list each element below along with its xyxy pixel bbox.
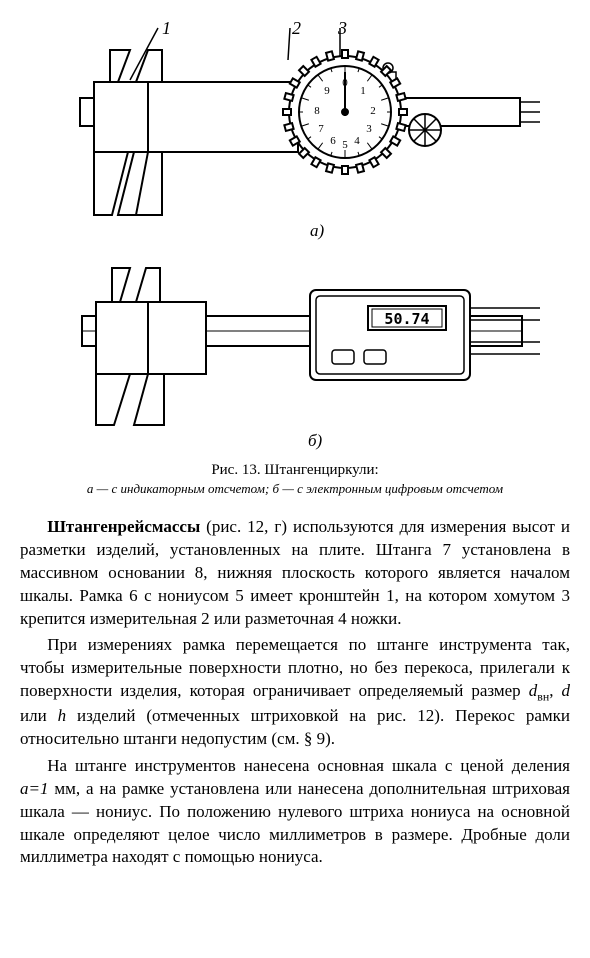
p2-dvn: d <box>529 681 538 700</box>
dial-num-8: 8 <box>314 105 320 117</box>
p2-a: При измерениях рамка перемещается по шта… <box>20 635 570 700</box>
dial-num-2: 2 <box>370 105 376 117</box>
figure-b-digital-caliper: 50.74 б) <box>40 250 550 450</box>
caption-sub-a: а — с индикаторным отсчетом; <box>87 481 269 496</box>
dial-num-5: 5 <box>342 139 348 151</box>
dial-num-9: 9 <box>324 85 330 97</box>
p1-lead: Штангенрейсмассы <box>47 517 200 536</box>
callout-3: 3 <box>337 20 347 38</box>
dial-num-6: 6 <box>330 135 336 147</box>
paragraph-2: При измерениях рамка перемещается по шта… <box>20 634 570 750</box>
paragraph-3: На штанге инструментов нанесена основная… <box>20 755 570 870</box>
p2-b: , <box>549 681 561 700</box>
dial-num-4: 4 <box>354 135 360 147</box>
p3-a: На штанге инструментов нанесена основная… <box>47 756 570 775</box>
digital-display-value: 50.74 <box>384 310 429 328</box>
paragraph-1: Штангенрейсмассы (рис. 12, г) используют… <box>20 516 570 631</box>
caption-main: Рис. 13. Штангенциркули: <box>20 460 570 480</box>
figure-a-sublabel: а) <box>310 221 325 240</box>
p2-dvn-sub: вн <box>537 690 549 704</box>
p2-h: h <box>58 706 67 725</box>
p2-d: d <box>562 681 571 700</box>
p3-aeq: а=1 <box>20 779 48 798</box>
callout-1: 1 <box>162 20 171 38</box>
dial-num-3: 3 <box>366 123 372 135</box>
caption-sub-b: б — с электронным цифровым отсчетом <box>273 481 504 496</box>
p3-b: мм, а на рамке установлена или нанесена … <box>20 779 570 867</box>
figure-b-sublabel: б) <box>308 431 323 450</box>
dial-num-7: 7 <box>318 123 324 135</box>
dial-num-1: 1 <box>360 85 366 97</box>
figure-a-dial-caliper: 0 1 2 3 4 5 6 7 8 9 <box>40 20 550 240</box>
caption-sub: а — с индикаторным отсчетом; б — с элект… <box>20 480 570 498</box>
callout-2: 2 <box>292 20 301 38</box>
p2-c: или <box>20 706 58 725</box>
p2-d2: изделий (отмеченных штриховкой на рис. 1… <box>20 706 570 748</box>
figure-caption: Рис. 13. Штангенциркули: а — с индикатор… <box>20 460 570 498</box>
